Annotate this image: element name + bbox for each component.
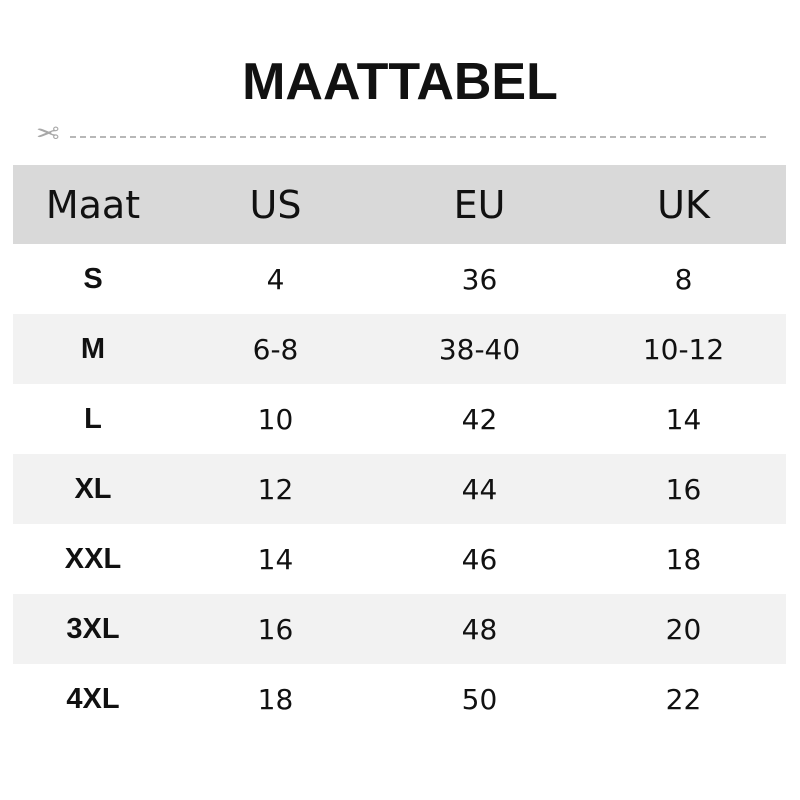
value-cell: 16 xyxy=(257,612,294,646)
table-header: Maat US EU UK xyxy=(13,165,786,244)
value-cell: 42 xyxy=(461,402,498,436)
value-cell: 44 xyxy=(461,472,498,506)
cut-line: ✂ xyxy=(36,117,766,150)
table-row: XL 12 44 16 xyxy=(13,454,786,524)
value-cell: 46 xyxy=(461,542,498,576)
value-cell: 50 xyxy=(461,682,498,716)
header-cell: EU xyxy=(453,182,506,227)
header-cell: UK xyxy=(657,182,710,227)
value-cell: 20 xyxy=(665,612,702,646)
table-row: L 10 42 14 xyxy=(13,384,786,454)
value-cell: 38-40 xyxy=(438,332,521,366)
value-cell: 12 xyxy=(257,472,294,506)
table-row: 4XL 18 50 22 xyxy=(13,664,786,734)
value-cell: 14 xyxy=(257,542,294,576)
size-cell: 4XL xyxy=(66,682,120,715)
value-cell: 14 xyxy=(665,402,702,436)
table-row: 3XL 16 48 20 xyxy=(13,594,786,664)
page-title: MAATTABEL xyxy=(242,53,558,111)
header-cell: US xyxy=(249,182,302,227)
value-cell: 22 xyxy=(665,682,702,716)
scissors-icon: ✂ xyxy=(36,117,60,150)
value-cell: 10 xyxy=(257,402,294,436)
value-cell: 10-12 xyxy=(642,332,725,366)
value-cell: 4 xyxy=(266,262,285,296)
value-cell: 18 xyxy=(665,542,702,576)
header-cell: Maat xyxy=(45,182,141,227)
value-cell: 16 xyxy=(665,472,702,506)
size-cell: 3XL xyxy=(66,612,120,645)
size-cell: L xyxy=(84,402,102,435)
table-row: S 4 36 8 xyxy=(13,244,786,314)
value-cell: 6-8 xyxy=(252,332,299,366)
size-cell: M xyxy=(80,332,106,365)
dashed-divider xyxy=(70,136,766,138)
value-cell: 48 xyxy=(461,612,498,646)
size-table: Maat US EU UK S 4 36 8 M 6-8 38-40 10-12 L 10 42 14… xyxy=(13,165,786,734)
table-row: XXL 14 46 18 xyxy=(13,524,786,594)
value-cell: 18 xyxy=(257,682,294,716)
size-cell: XXL xyxy=(64,542,122,575)
table-row: M 6-8 38-40 10-12 xyxy=(13,314,786,384)
value-cell: 36 xyxy=(461,262,498,296)
size-cell: S xyxy=(83,262,103,295)
value-cell: 8 xyxy=(674,262,693,296)
size-cell: XL xyxy=(74,472,112,505)
